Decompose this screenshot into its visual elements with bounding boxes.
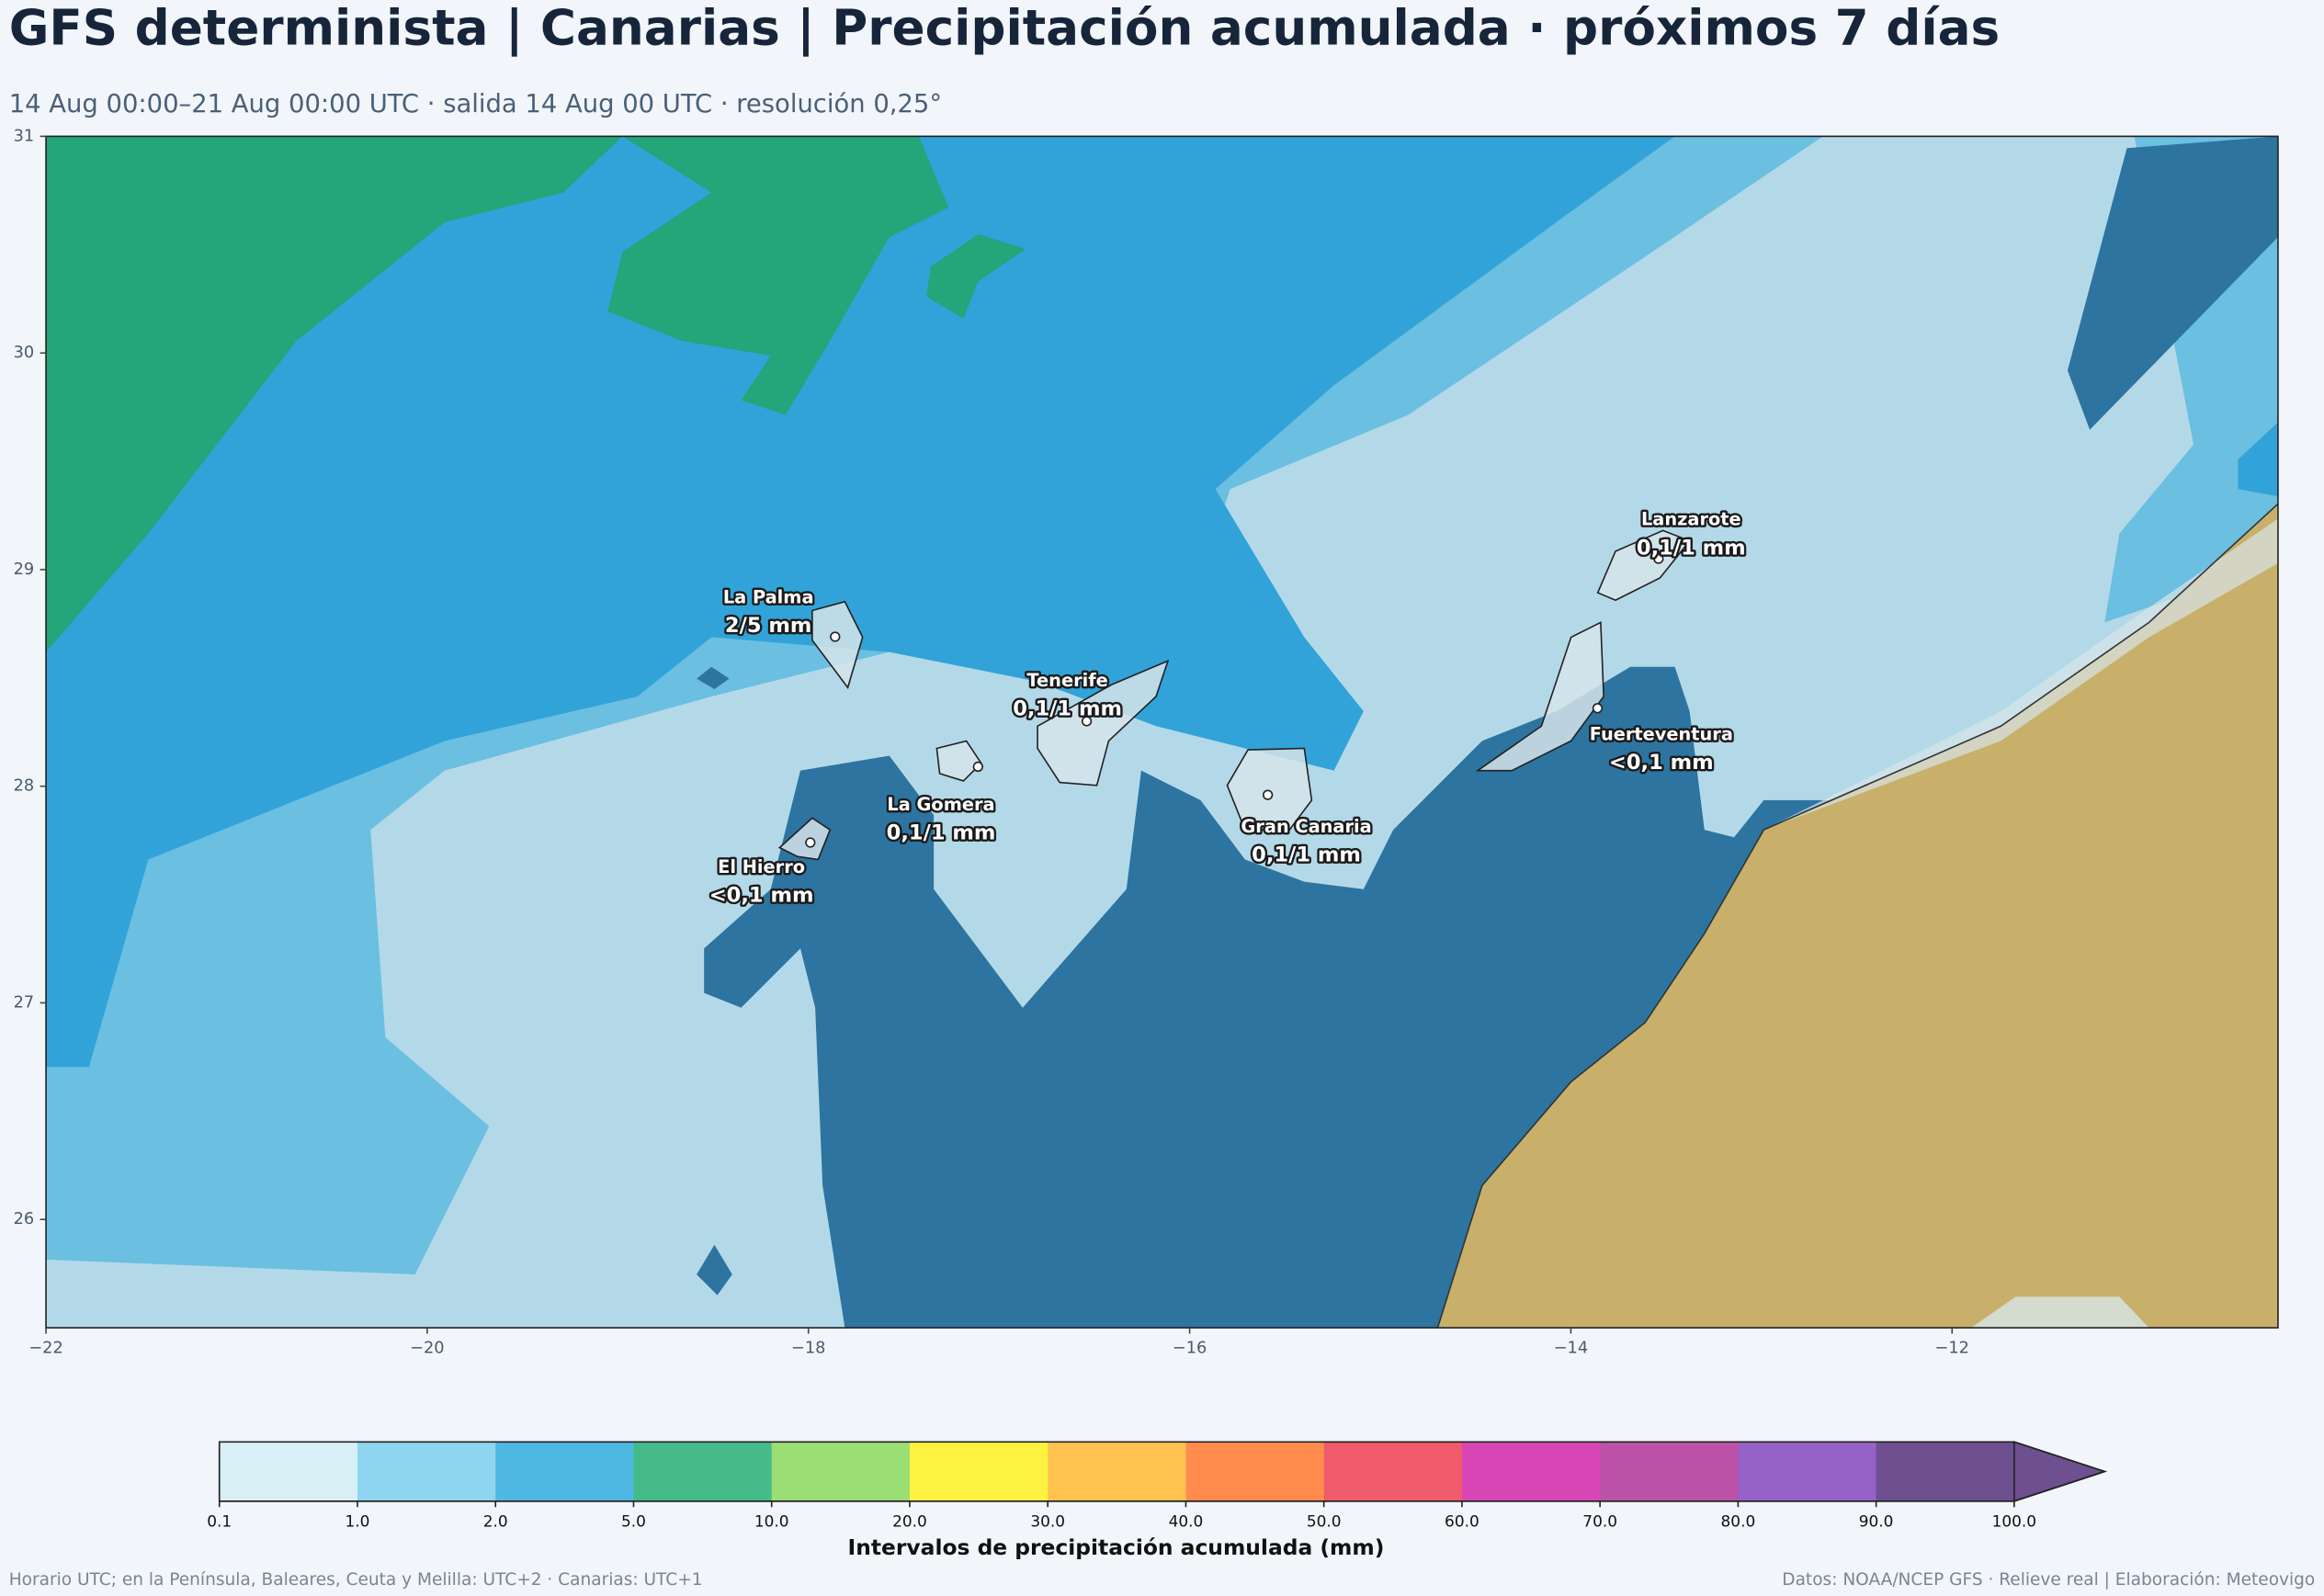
- island-value: 0,1/1 mm: [1637, 536, 1746, 560]
- colorbar-tick-label: 5.0: [621, 1511, 646, 1530]
- colorbar-tick-label: 30.0: [1030, 1511, 1065, 1530]
- y-tick-label: 31: [14, 127, 35, 145]
- x-tick-label: −18: [791, 1340, 825, 1358]
- footer-left: Horario UTC; en la Península, Baleares, …: [9, 1570, 703, 1590]
- islands: [777, 529, 1691, 861]
- island-value: <0,1 mm: [709, 884, 814, 908]
- colorbar-tick-label: 2.0: [483, 1511, 508, 1530]
- island-value: <0,1 mm: [1609, 751, 1714, 775]
- y-tick-label: 28: [14, 777, 35, 796]
- colorbar-tick-label: 20.0: [892, 1511, 927, 1530]
- title: GFS determinista | Canarias | Precipitac…: [9, 0, 2000, 57]
- subtitle: 14 Aug 00:00–21 Aug 00:00 UTC · salida 1…: [9, 90, 942, 119]
- colorbar-segment: [495, 1442, 635, 1501]
- colorbar-segment: [1738, 1442, 1877, 1501]
- island-name: La Palma: [723, 587, 814, 608]
- x-tick-label: −16: [1173, 1340, 1207, 1358]
- x-tick-label: −14: [1554, 1340, 1588, 1358]
- island-point: [1262, 789, 1274, 800]
- colorbar-tick-label: 80.0: [1721, 1511, 1756, 1530]
- map-field: [46, 136, 2278, 1329]
- colorbar-outline: [218, 1441, 2107, 1502]
- island-point: [805, 837, 816, 848]
- island-point: [830, 631, 841, 642]
- colorbar-tick-label: 10.0: [754, 1511, 789, 1530]
- colorbar-tick-label: 100.0: [1992, 1511, 2036, 1530]
- colorbar-tick-label: 90.0: [1859, 1511, 1894, 1530]
- x-tick-label: −12: [1935, 1340, 1969, 1358]
- colorbar-segment: [1600, 1442, 1740, 1501]
- y-tick-label: 26: [14, 1210, 35, 1228]
- island-point: [1081, 716, 1093, 727]
- island-value: 2/5 mm: [725, 614, 812, 638]
- footer-right: Datos: NOAA/NCEP GFS · Relieve real | El…: [1782, 1570, 2315, 1590]
- colorbar-segment: [633, 1442, 773, 1501]
- colorbar-segment: [1876, 1442, 2015, 1501]
- colorbar-tick-label: 60.0: [1445, 1511, 1479, 1530]
- island-point: [1592, 703, 1604, 714]
- colorbar-tick-label: 1.0: [346, 1511, 370, 1530]
- island-name: Lanzarote: [1641, 509, 1741, 530]
- colorbar-segment: [909, 1442, 1049, 1501]
- colorbar-segment: [1461, 1442, 1601, 1501]
- colorbar-tick-label: 40.0: [1169, 1511, 1204, 1530]
- y-tick-label: 30: [14, 344, 35, 362]
- island-value: 0,1/1 mm: [887, 821, 996, 845]
- island-name: Tenerife: [1026, 670, 1107, 691]
- colorbar-segment: [1323, 1442, 1463, 1501]
- map-frame: [45, 135, 2279, 1329]
- colorbar-tick-label: 70.0: [1582, 1511, 1617, 1530]
- x-tick-label: −22: [28, 1340, 62, 1358]
- colorbar-tick-label: 50.0: [1307, 1511, 1342, 1530]
- colorbar-label: Intervalos de precipitación acumulada (m…: [848, 1534, 1385, 1560]
- island-value: 0,1/1 mm: [1013, 697, 1122, 721]
- island-name: Fuerteventura: [1590, 723, 1733, 744]
- x-tick-label: −20: [410, 1340, 444, 1358]
- island-name: La Gomera: [887, 794, 994, 815]
- island-value: 0,1/1 mm: [1252, 843, 1361, 867]
- island-point: [1653, 553, 1664, 564]
- colorbar-tick-label: 0.1: [207, 1511, 232, 1530]
- island-name: Gran Canaria: [1241, 816, 1371, 837]
- colorbar-segment: [219, 1442, 358, 1501]
- colorbar-segment: [357, 1442, 497, 1501]
- island-point: [972, 761, 983, 773]
- y-tick-label: 29: [14, 560, 35, 579]
- island-name: El Hierro: [718, 856, 805, 877]
- y-tick-label: 27: [14, 993, 35, 1012]
- colorbar-segment: [1185, 1442, 1325, 1501]
- colorbar-segment: [1048, 1442, 1187, 1501]
- colorbar-segment: [771, 1442, 911, 1501]
